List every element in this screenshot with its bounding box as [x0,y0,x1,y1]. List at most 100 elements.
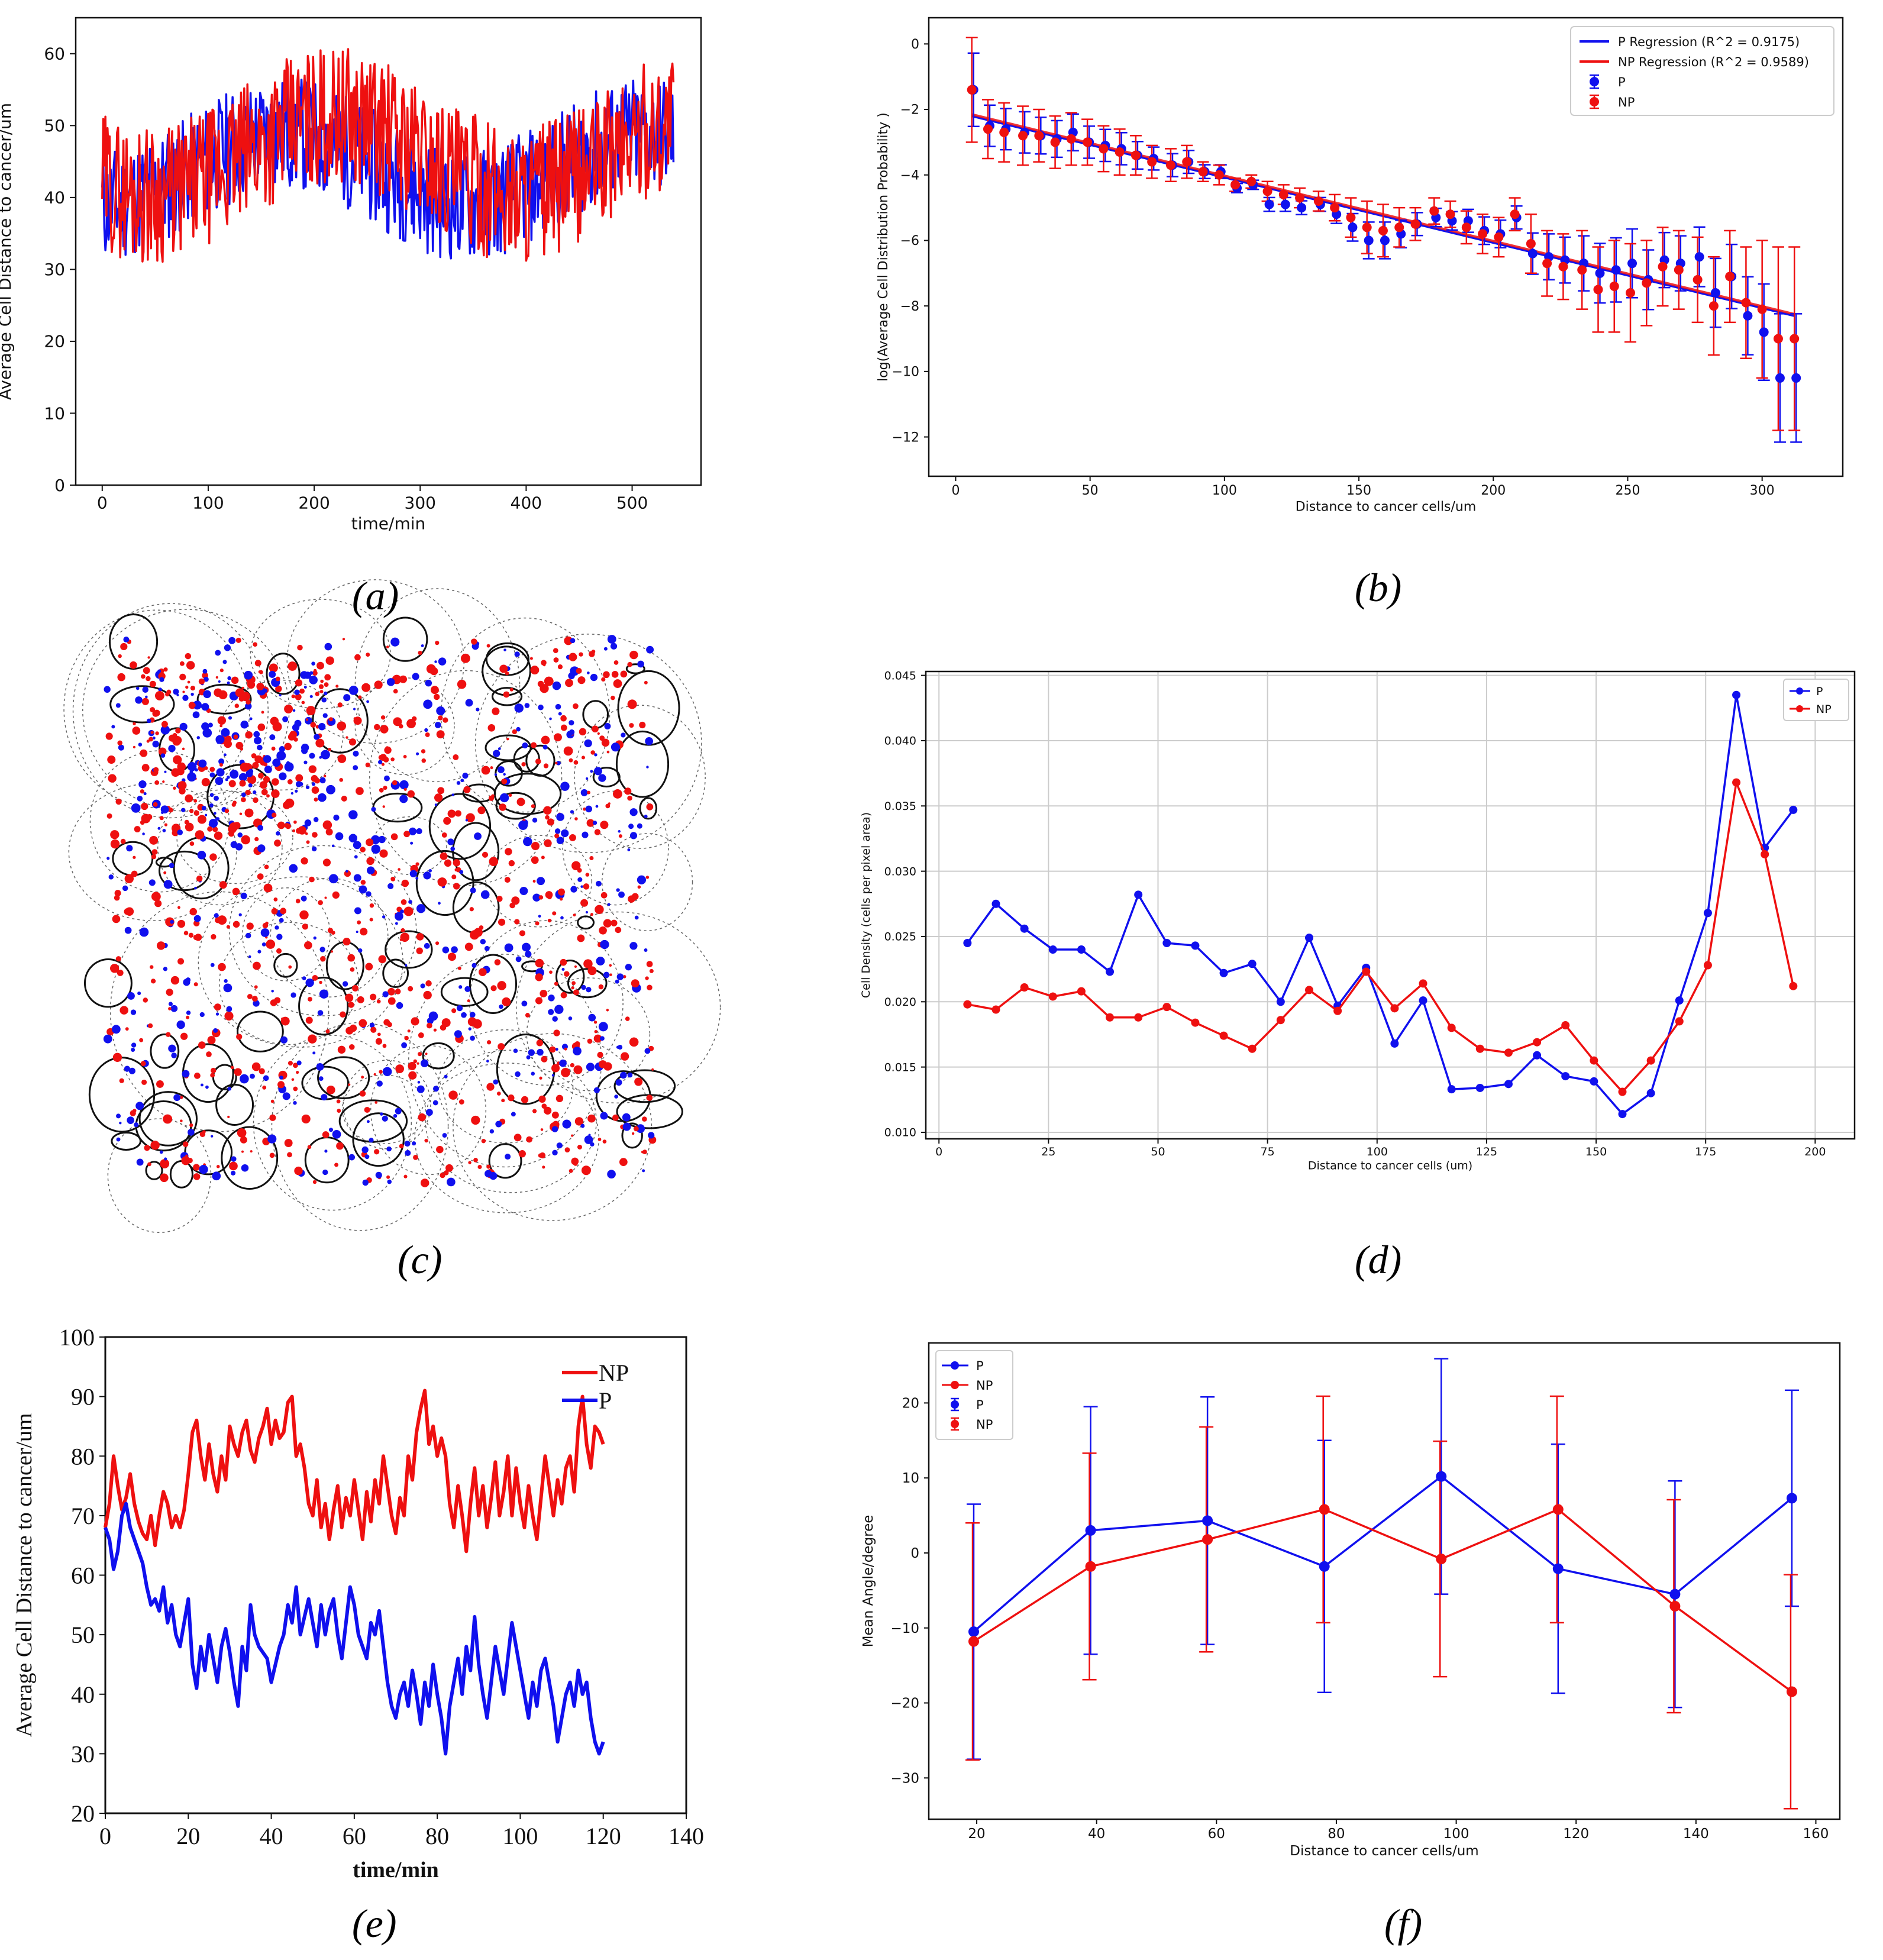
legend-label: NP Regression (R^2 = 0.9589) [1618,55,1809,69]
p-cell [170,1005,178,1012]
np-cell [185,653,192,660]
p-cell [231,1156,237,1162]
p-cell [317,1010,324,1016]
p-cell [228,716,232,720]
p-cell [382,1115,388,1122]
np-cell [418,650,422,656]
p-cell [204,813,208,816]
p-cell [528,1049,535,1056]
p-cell [313,817,319,822]
cancer-cell-outline [485,734,532,761]
y-tick-label: −4 [900,168,919,183]
np-cell [547,895,552,900]
np-cell [295,679,303,687]
np-cell [589,855,594,861]
np-cell [304,941,312,950]
np-cell [399,938,403,941]
np-cell [275,685,282,692]
p-cell [211,1135,214,1138]
p-cell [425,679,432,687]
data-point-np [1330,203,1340,213]
np-cell [403,1174,408,1178]
p-cell [428,868,432,873]
np-cell [301,700,305,705]
x-tick-label: 250 [1615,483,1640,498]
np-cell [502,997,511,1006]
p-cell [513,1048,518,1053]
data-point-np [1436,1554,1447,1565]
np-cell [609,973,612,976]
np-cell [398,724,403,729]
np-cell [551,1111,559,1119]
p-cell [532,818,538,823]
x-tick-label: 120 [1563,1826,1589,1842]
p-cell [588,1013,596,1022]
np-cell [490,766,493,770]
np-cell [645,976,649,980]
p-cell [559,1059,567,1067]
np-cell [266,939,276,949]
np-cell [106,813,112,819]
np-cell [153,802,158,807]
data-point-np [1134,1013,1143,1022]
cancer-cell-outline [385,930,433,969]
data-point-np [1099,144,1109,154]
np-cell [312,975,318,981]
data-point-np [1461,222,1471,233]
p-cell [353,841,361,850]
p-cell [474,832,482,840]
np-cell [162,780,165,783]
np-cell [398,868,400,871]
np-cell [587,966,597,976]
np-cell [471,1115,480,1125]
np-cell [348,1002,354,1008]
np-cell [538,895,544,900]
y-tick-label: −30 [890,1771,919,1786]
p-cell [224,644,231,651]
np-cell [376,999,381,1004]
x-tick-label: 40 [1088,1826,1105,1842]
p-cell [324,1149,328,1153]
p-cell [215,777,224,785]
data-point-np [1609,281,1619,291]
np-cell [250,1150,253,1153]
y-axis-label: Average Cell Distance to cancer/um [0,103,15,400]
np-cell [177,919,186,928]
np-cell [234,703,240,708]
data-point-np [1510,209,1520,219]
p-cell [210,963,215,967]
np-cell [577,1144,582,1149]
np-cell [408,986,414,992]
contour-ring [343,1060,431,1149]
np-cell [526,1136,532,1143]
p-cell [625,964,632,971]
p-cell [450,846,456,851]
np-cell [569,758,573,763]
np-cell [379,1070,383,1074]
p-cell [618,1045,623,1050]
np-cell [597,1138,602,1141]
np-cell [479,968,487,977]
np-cell [357,920,361,925]
np-cell [518,1150,526,1158]
p-cell [561,829,569,838]
p-cell [629,832,638,839]
np-cell [168,1007,172,1010]
np-cell [293,820,297,824]
data-point-np [1773,334,1783,344]
data-point-np [1410,219,1420,229]
cancer-cell-outline [312,688,369,754]
p-cell [459,870,464,874]
np-cell [189,841,195,846]
np-cell [348,1083,351,1086]
cancer-cell-outline [273,952,298,978]
np-cell [435,641,440,645]
p-cell [417,1081,421,1084]
np-cell [124,908,131,915]
data-point-np [1561,1021,1570,1030]
data-point-np [1077,987,1086,996]
np-cell [535,997,543,1005]
np-cell [374,1149,380,1155]
series-line-np [967,781,1795,1093]
contour-ring [68,783,237,921]
